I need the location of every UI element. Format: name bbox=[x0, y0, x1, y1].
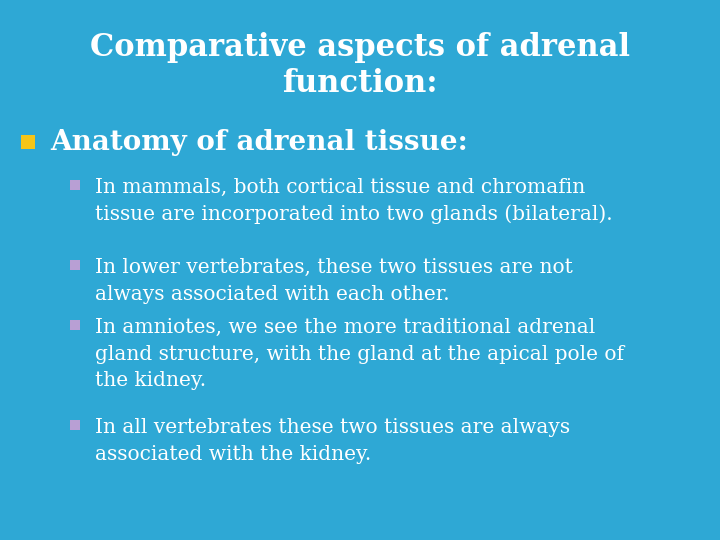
Bar bbox=[21, 135, 35, 149]
Bar bbox=[70, 180, 80, 190]
Bar bbox=[70, 320, 80, 330]
Text: In all vertebrates these two tissues are always
associated with the kidney.: In all vertebrates these two tissues are… bbox=[95, 418, 570, 463]
Text: Comparative aspects of adrenal: Comparative aspects of adrenal bbox=[90, 32, 630, 63]
Text: In amniotes, we see the more traditional adrenal
gland structure, with the gland: In amniotes, we see the more traditional… bbox=[95, 318, 624, 390]
Bar bbox=[70, 420, 80, 430]
Text: In mammals, both cortical tissue and chromafin
tissue are incorporated into two : In mammals, both cortical tissue and chr… bbox=[95, 178, 613, 225]
Text: function:: function: bbox=[282, 68, 438, 99]
Text: Anatomy of adrenal tissue:: Anatomy of adrenal tissue: bbox=[50, 129, 468, 156]
Bar bbox=[70, 260, 80, 270]
Text: In lower vertebrates, these two tissues are not
always associated with each othe: In lower vertebrates, these two tissues … bbox=[95, 258, 573, 303]
